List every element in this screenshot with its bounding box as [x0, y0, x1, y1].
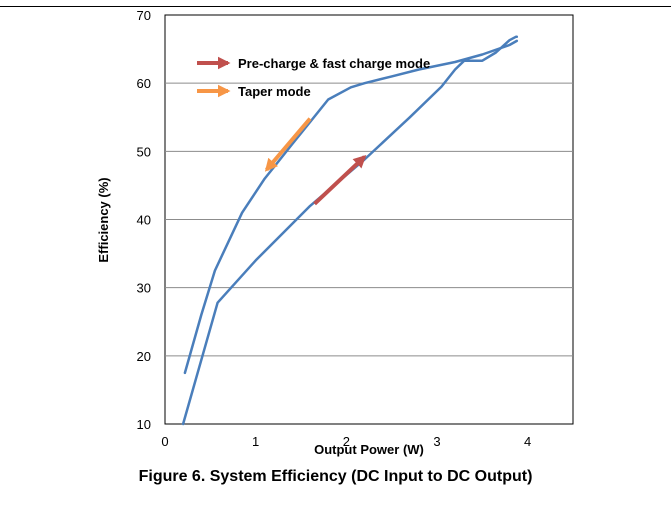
y-tick-label: 20 — [137, 349, 151, 364]
legend-label-1: Pre-charge & fast charge mode — [238, 56, 430, 71]
series-line-1 — [181, 35, 519, 426]
y-tick-label: 60 — [137, 76, 151, 91]
legend: Pre-charge & fast charge mode Taper mode — [197, 56, 430, 99]
y-axis-label: Efficiency (%) — [96, 177, 111, 262]
x-tick-label: 3 — [433, 434, 440, 449]
series-lines — [181, 35, 519, 426]
y-tick-label: 30 — [137, 281, 151, 296]
gridlines — [165, 82, 573, 357]
x-tick-label: 4 — [524, 434, 531, 449]
top-rule — [0, 6, 671, 7]
x-tick-label: 0 — [161, 434, 168, 449]
y-tick-labels: 10 20 30 40 50 60 70 — [137, 8, 151, 432]
y-tick-label: 50 — [137, 144, 151, 159]
y-tick-label: 40 — [137, 213, 151, 228]
x-tick-label: 2 — [343, 434, 350, 449]
series-line-2 — [183, 39, 519, 375]
figure-caption: Figure 6. System Efficiency (DC Input to… — [138, 468, 533, 485]
x-tick-label: 1 — [252, 434, 259, 449]
x-axis-label: Output Power (W) — [314, 442, 424, 457]
taper-mode-arrow — [264, 117, 312, 172]
x-tick-labels: 0 1 2 3 4 — [161, 434, 531, 449]
y-tick-label: 10 — [137, 417, 151, 432]
y-tick-label: 70 — [137, 8, 151, 23]
annotation-arrows — [264, 117, 367, 206]
legend-label-2: Taper mode — [238, 84, 311, 99]
charge-mode-arrow — [313, 155, 367, 206]
efficiency-chart: 10 20 30 40 50 60 70 0 1 2 3 4 Pre-charge & fast c… — [96, 8, 574, 457]
